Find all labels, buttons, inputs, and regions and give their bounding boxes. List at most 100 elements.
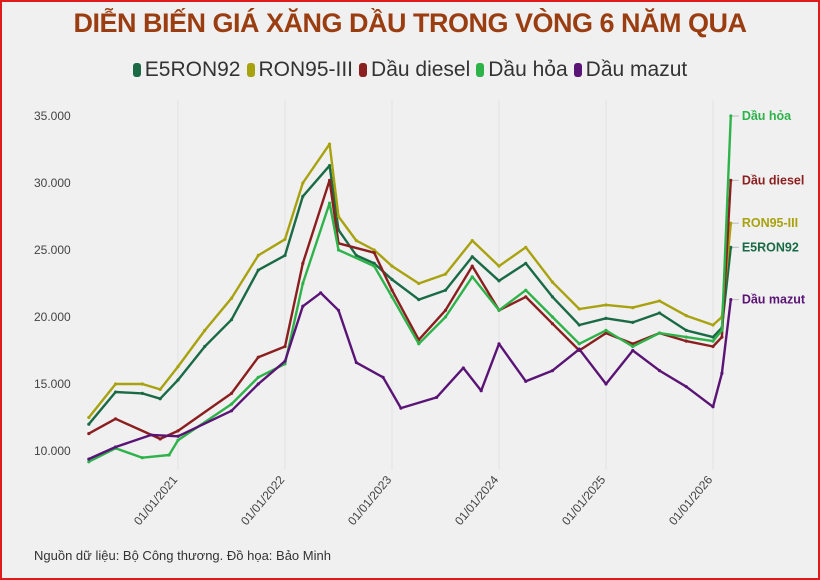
data-point (657, 299, 662, 303)
data-point (684, 328, 688, 332)
data-point (443, 288, 448, 292)
data-point (283, 237, 287, 241)
data-point (729, 178, 733, 182)
data-point (604, 382, 608, 386)
data-point (176, 364, 180, 369)
legend-swatch (359, 63, 368, 77)
data-point (550, 322, 555, 326)
data-point (604, 303, 608, 307)
data-point (176, 429, 180, 433)
data-point (390, 295, 394, 299)
data-point (158, 387, 162, 391)
data-point (657, 311, 662, 315)
data-point (372, 264, 376, 268)
data-point (256, 268, 260, 272)
x-tick-label: 01/01/2021 (131, 473, 181, 528)
data-point (729, 297, 733, 302)
data-point (203, 328, 207, 332)
data-point (301, 181, 305, 185)
data-point (720, 371, 724, 375)
data-point (229, 296, 234, 300)
data-point (711, 323, 715, 327)
data-point (354, 253, 358, 257)
end-label: Dầu mazut (742, 293, 806, 307)
y-tick-label: 10.000 (34, 444, 71, 458)
data-point (256, 375, 260, 379)
series-line-0 (87, 164, 732, 425)
data-point (524, 379, 528, 383)
legend-swatch (132, 63, 141, 77)
data-point (140, 456, 144, 460)
data-point (229, 409, 234, 413)
end-label: E5RON92 (742, 240, 799, 254)
data-point (87, 431, 91, 436)
data-point (729, 221, 733, 225)
legend-label: RON95-III (258, 58, 354, 81)
data-point (631, 306, 635, 310)
end-label: Dầu diesel (742, 173, 805, 187)
legend-item: E5RON92 (132, 58, 241, 82)
data-point (524, 261, 528, 265)
series-line-1 (87, 142, 732, 419)
y-tick-label: 20.000 (34, 310, 71, 324)
chart-title: DIỄN BIẾN GIÁ XĂNG DẦU TRONG VÒNG 6 NĂM … (73, 8, 747, 38)
data-point (604, 328, 608, 332)
data-point (301, 281, 305, 286)
legend-label: E5RON92 (144, 58, 241, 81)
data-point (417, 281, 421, 286)
legend-label: Dầu diesel (371, 58, 471, 81)
data-point (176, 378, 180, 382)
data-point (113, 417, 118, 421)
data-point (381, 375, 385, 379)
x-tick-label: 01/01/2025 (559, 473, 609, 528)
y-tick-label: 15.000 (34, 377, 71, 391)
data-point (443, 315, 448, 319)
data-point (390, 288, 394, 292)
data-point (87, 460, 91, 464)
data-point (711, 339, 715, 343)
data-point (684, 385, 688, 389)
data-point (283, 344, 287, 349)
x-tick-label: 01/01/2024 (452, 473, 502, 528)
data-point (301, 194, 305, 198)
data-point (577, 307, 581, 311)
data-point (720, 328, 724, 332)
data-point (203, 344, 207, 349)
data-point (470, 264, 474, 268)
legend: E5RON92 RON95-III Dầu diesel Dầu hỏa Dầu maz… (0, 58, 820, 82)
data-point (577, 323, 581, 327)
y-tick-label: 35.000 (34, 109, 71, 123)
data-point (470, 239, 474, 243)
data-point (604, 316, 608, 320)
data-point (283, 253, 287, 257)
end-label: RON95-III (742, 216, 798, 230)
series-line-2 (88, 179, 732, 441)
data-point (497, 342, 501, 346)
data-point (417, 297, 421, 302)
data-point (711, 405, 715, 409)
data-point (524, 288, 528, 292)
data-point (631, 344, 635, 349)
y-tick-label: 30.000 (34, 176, 71, 190)
data-point (327, 178, 332, 182)
data-point (729, 245, 733, 249)
data-point (631, 320, 635, 324)
data-point (229, 391, 234, 395)
data-point (684, 339, 688, 343)
data-point (140, 391, 144, 395)
data-point (140, 382, 144, 386)
data-point (711, 344, 715, 349)
data-point (256, 253, 260, 257)
legend-swatch (573, 63, 582, 77)
data-point (372, 261, 376, 265)
data-point (550, 369, 555, 373)
legend-label: Dầu mazut (585, 58, 688, 81)
legend-item: Dầu diesel (359, 58, 470, 82)
data-point (550, 295, 555, 299)
data-point (327, 201, 332, 205)
data-point (372, 251, 376, 255)
data-point (470, 255, 474, 259)
x-tick-label: 01/01/2026 (666, 473, 716, 528)
data-point (327, 163, 332, 168)
data-point (283, 359, 287, 363)
